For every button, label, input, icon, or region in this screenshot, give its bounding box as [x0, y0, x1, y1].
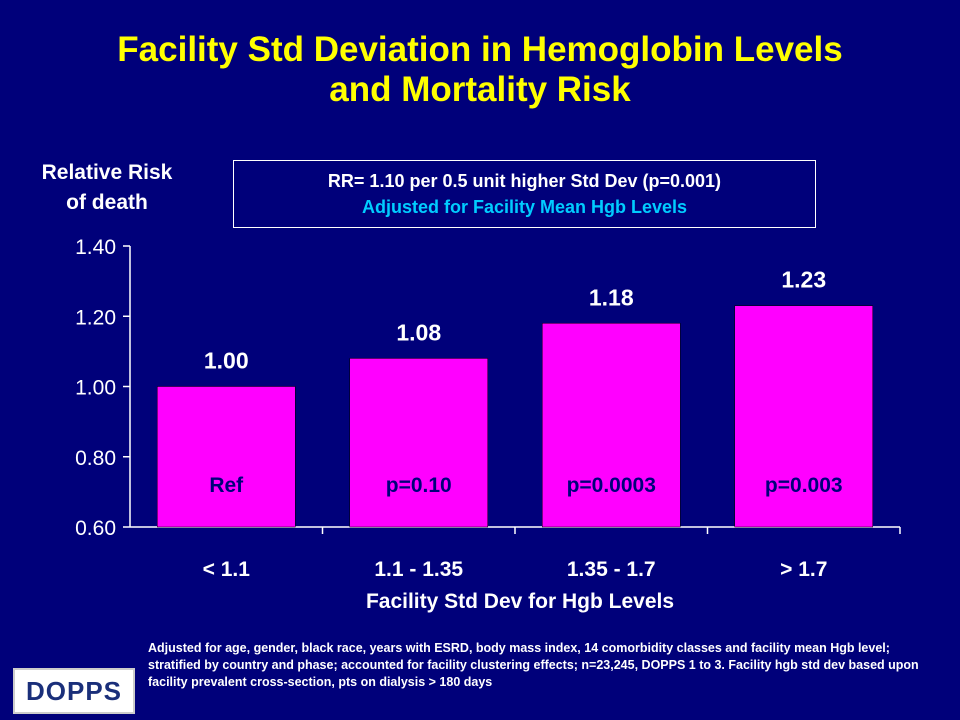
chart-axes: 0.60 0.80 1.00 1.20 1.40: [75, 236, 901, 540]
rr-note-line-2: Adjusted for Facility Mean Hgb Levels: [361, 197, 688, 217]
bar-value-label: 1.00: [204, 348, 249, 374]
bar-p-value-label: p=0.003: [765, 474, 843, 497]
rr-note-line-1: RR= 1.10 per 0.5 unit higher Std Dev (p=…: [327, 171, 722, 191]
y-tick-label: 1.00: [75, 377, 116, 400]
bar-value-label: 1.23: [781, 267, 826, 293]
bar: [349, 358, 488, 528]
x-category-label: 1.35 - 1.7: [567, 558, 656, 581]
x-axis-label: Facility Std Dev for Hgb Levels: [365, 590, 675, 613]
title-line-2: and Mortality Risk: [329, 70, 631, 109]
bar: [157, 386, 296, 528]
bar-p-value-label: p=0.10: [386, 474, 452, 497]
bar: [542, 323, 681, 528]
bar: [734, 305, 873, 528]
bar-p-value-label: Ref: [209, 474, 244, 497]
bar-value-label: 1.18: [589, 284, 634, 310]
dopps-logo: DOPPS: [13, 668, 135, 714]
x-category-label: > 1.7: [780, 558, 827, 581]
y-axis-label-line-1: Relative Risk: [41, 161, 173, 184]
dopps-logo-text: DOPPS: [25, 675, 123, 706]
y-tick-label: 0.60: [75, 517, 116, 540]
x-category-label: 1.1 - 1.35: [374, 558, 463, 581]
bar-p-value-label: p=0.0003: [567, 474, 656, 497]
y-axis-label: Relative Risk of death: [14, 158, 200, 218]
rr-note-box: RR= 1.10 per 0.5 unit higher Std Dev (p=…: [233, 160, 816, 228]
footnote: Adjusted for age, gender, black race, ye…: [148, 641, 919, 689]
y-axis-label-line-2: of death: [66, 191, 148, 214]
y-tick-label: 0.80: [75, 447, 116, 470]
chart-title: Facility Std Deviation in Hemoglobin Lev…: [0, 30, 960, 110]
y-tick-label: 1.20: [75, 306, 116, 329]
chart-bars: [157, 305, 873, 528]
title-line-1: Facility Std Deviation in Hemoglobin Lev…: [117, 30, 843, 69]
bar-value-label: 1.08: [396, 319, 441, 345]
chart-labels: 1.00 Ref < 1.1 1.08 p=0.10 1.1 - 1.35 1.18 p=0.…: [203, 267, 843, 581]
x-category-label: < 1.1: [203, 558, 251, 581]
y-tick-label: 1.40: [75, 236, 116, 259]
